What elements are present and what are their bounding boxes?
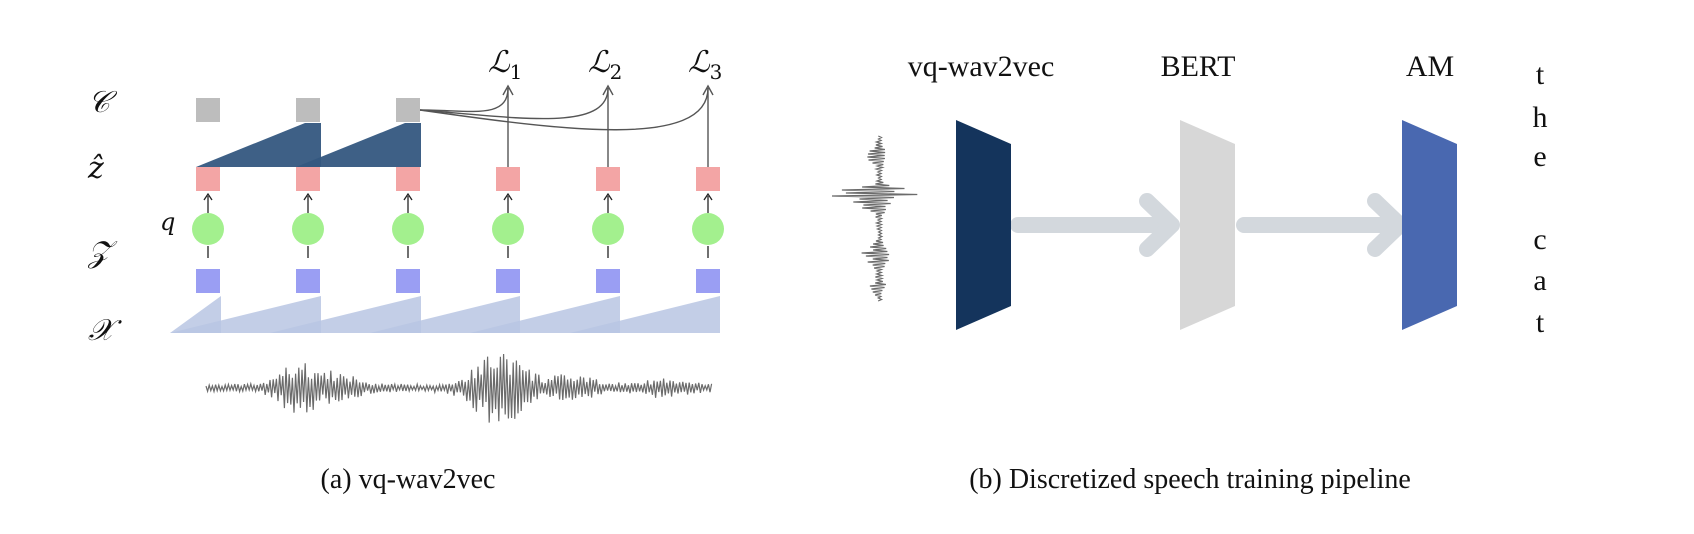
context-ramps <box>196 123 421 167</box>
z-square <box>396 269 420 293</box>
zhat-square <box>596 167 620 191</box>
x-ramp <box>370 296 520 333</box>
input-waveform <box>831 135 918 302</box>
z-square <box>596 269 620 293</box>
bert-block <box>1180 120 1235 330</box>
zhat-square <box>396 167 420 191</box>
x-ramp <box>170 296 321 333</box>
output-letter: c <box>1533 223 1546 256</box>
quantizer-circles <box>192 213 724 245</box>
context-square <box>196 98 220 122</box>
z-square <box>296 269 320 293</box>
stage-label-am: AM <box>1406 50 1454 83</box>
z-square <box>496 269 520 293</box>
caption-a: (a) vq-wav2vec <box>321 464 496 495</box>
z-square <box>196 269 220 293</box>
output-letter: t <box>1536 58 1545 91</box>
loss-label-3: ℒ3 <box>688 45 722 84</box>
quantizer-circle <box>192 213 224 245</box>
stage-label-vq-wav2vec: vq-wav2vec <box>908 50 1055 83</box>
output-transcript: t h e c a t <box>1533 58 1548 339</box>
loss-label-1: ℒ1 <box>488 45 522 84</box>
row-label-c: 𝒞 <box>88 85 118 120</box>
pipeline-arrow-head <box>1367 193 1408 257</box>
zhat-square <box>296 167 320 191</box>
pipeline-arrow-head <box>1139 193 1180 257</box>
pipeline-arrows <box>1010 193 1408 257</box>
connectors <box>207 196 709 258</box>
panel-a: 𝒞 ẑ q 𝒵 𝒳 <box>87 45 724 495</box>
quantizer-label: q <box>160 208 175 236</box>
row-label-zhat: ẑ <box>87 151 104 186</box>
loss-label-2: ℒ2 <box>588 45 622 84</box>
x-ramp <box>470 296 620 333</box>
row-label-z: 𝒵 <box>87 235 118 270</box>
output-letter: t <box>1536 306 1545 339</box>
context-square <box>396 98 420 122</box>
x-ramp <box>270 296 421 333</box>
context-squares <box>196 98 420 122</box>
raw-waveform <box>205 353 713 423</box>
context-ramp <box>196 123 321 167</box>
zhat-square <box>696 167 720 191</box>
quantizer-circle <box>492 213 524 245</box>
panel-b: vq-wav2vec BERT AM t h e c a t (b) Discr… <box>831 50 1548 495</box>
quantizer-circle <box>292 213 324 245</box>
output-letter: e <box>1533 140 1546 173</box>
vq-wav2vec-block <box>956 120 1011 330</box>
x-encoder-ramps <box>170 296 720 333</box>
loss-connectors <box>419 84 714 167</box>
output-letter: h <box>1533 101 1548 134</box>
quantizer-circle <box>592 213 624 245</box>
x-ramp <box>570 296 720 333</box>
z-squares <box>196 269 720 293</box>
context-square <box>296 98 320 122</box>
stage-label-bert: BERT <box>1161 50 1236 83</box>
zhat-square <box>196 167 220 191</box>
zhat-square <box>496 167 520 191</box>
loss-labels: ℒ1 ℒ2 ℒ3 <box>488 45 722 84</box>
quantizer-circle <box>692 213 724 245</box>
zhat-squares <box>196 167 720 191</box>
context-ramp <box>296 123 421 167</box>
output-letter: a <box>1533 264 1546 297</box>
up-arrowheads <box>203 192 713 201</box>
am-block <box>1402 120 1457 330</box>
z-square <box>696 269 720 293</box>
row-label-x: 𝒳 <box>88 313 122 348</box>
caption-b: (b) Discretized speech training pipeline <box>969 464 1411 495</box>
quantizer-circle <box>392 213 424 245</box>
